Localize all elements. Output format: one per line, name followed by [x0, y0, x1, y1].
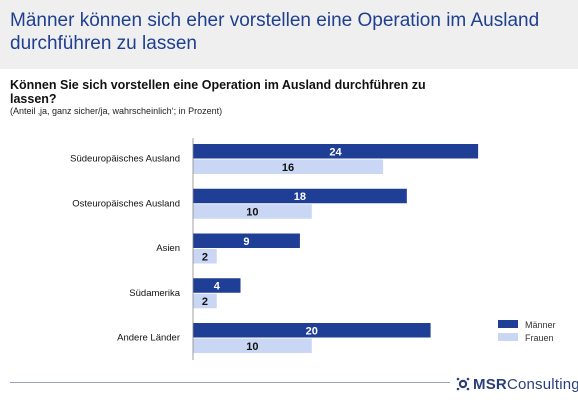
legend-label: Frauen [525, 333, 554, 343]
bar [193, 233, 300, 248]
category-label: Südeuropäisches Ausland [70, 154, 180, 165]
bar [193, 159, 384, 174]
msr-consulting-logo: MSRConsulting [456, 375, 578, 393]
chart-subtitle: (Anteil ‚ja, ganz sicher/ja, wahrscheinl… [10, 106, 223, 116]
bar [193, 278, 241, 293]
data-label: 16 [282, 162, 294, 174]
bar [193, 188, 407, 204]
header-band: Männer können sich eher vorstellen eine … [0, 0, 578, 69]
data-label: 2 [202, 251, 208, 263]
data-label: 4 [214, 281, 221, 293]
data-label: 2 [202, 296, 208, 308]
data-label: 10 [246, 341, 258, 353]
logo-brand-bold: MSR [473, 375, 507, 393]
legend-label: Männer [525, 320, 556, 330]
legend-swatch [498, 333, 518, 341]
category-label: Südamerika [129, 288, 180, 299]
bar [193, 338, 312, 353]
bar [193, 249, 217, 264]
bar [193, 144, 479, 159]
legend-swatch [498, 320, 518, 328]
category-label: Osteuropäisches Ausland [72, 198, 180, 209]
footer-divider [10, 382, 450, 383]
data-label: 9 [243, 236, 249, 248]
data-label: 10 [246, 207, 258, 219]
data-label: 24 [329, 146, 342, 158]
chart-question: Können Sie sich vorstellen eine Operatio… [10, 78, 426, 106]
bar [193, 323, 431, 338]
page-title: Männer können sich eher vorstellen eine … [10, 10, 540, 54]
data-label: 18 [294, 191, 306, 203]
category-label: Asien [156, 243, 180, 254]
logo-dots-icon [456, 377, 470, 391]
category-label: Andere Länder [117, 333, 180, 344]
bar [193, 204, 312, 219]
bar [193, 293, 217, 309]
data-label: 20 [306, 325, 318, 337]
logo-brand-rest: Consulting [506, 375, 578, 393]
